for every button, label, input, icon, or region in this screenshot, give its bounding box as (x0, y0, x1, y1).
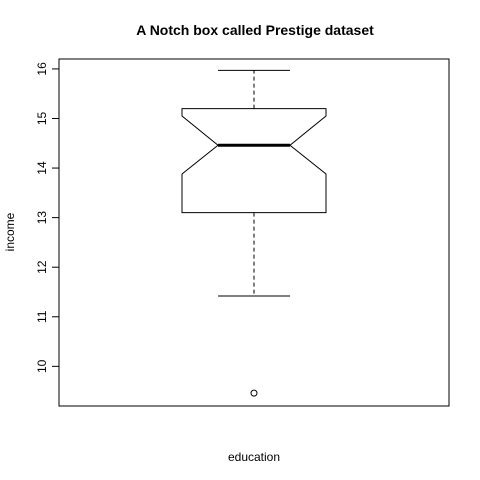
y-tick-label-11: 11 (35, 310, 49, 323)
y-tick-label-16: 16 (35, 62, 49, 76)
outlier-point-0 (250, 389, 258, 397)
plot-frame (58, 58, 450, 407)
y-tick-label-15: 15 (35, 111, 49, 125)
y-tick-label-13: 13 (35, 211, 49, 225)
y-axis-label: income (3, 212, 17, 251)
notch-box (181, 69, 327, 397)
box-body (181, 108, 327, 214)
y-tick-label-10: 10 (35, 359, 49, 373)
chart-title: A Notch box called Prestige dataset (136, 22, 374, 38)
x-axis-label: education (228, 450, 280, 464)
y-tick-label-12: 12 (35, 260, 49, 274)
y-tick-label-14: 14 (35, 161, 49, 175)
y-axis: 10 11 12 13 14 15 16 (35, 62, 60, 373)
